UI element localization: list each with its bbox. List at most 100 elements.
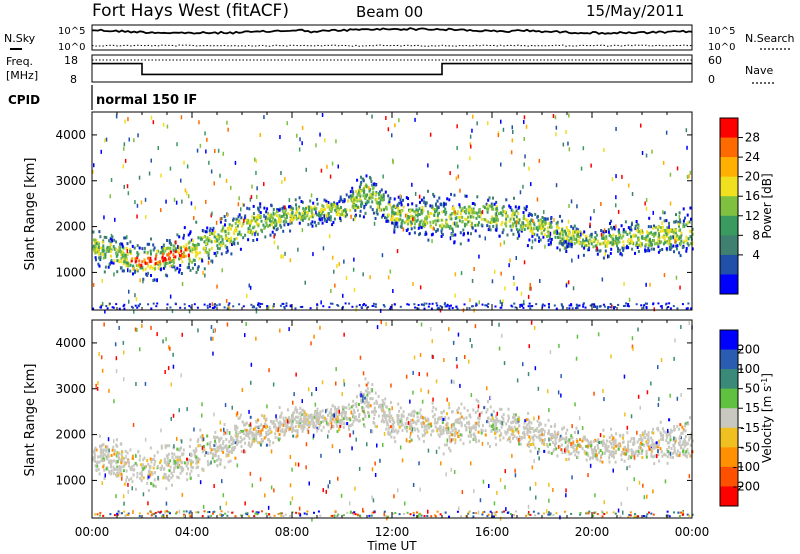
echo-cell bbox=[668, 445, 670, 449]
echo-cell bbox=[362, 272, 364, 277]
echo-cell bbox=[340, 422, 343, 426]
echo-cell bbox=[166, 444, 169, 448]
echo-cell bbox=[435, 302, 438, 305]
echo-cell bbox=[310, 193, 313, 198]
echo-cell bbox=[176, 266, 179, 270]
echo-cell bbox=[104, 265, 107, 269]
echo-cell bbox=[222, 440, 225, 443]
echo-cell bbox=[450, 217, 453, 221]
echo-cell bbox=[597, 239, 599, 243]
echo-cell bbox=[610, 427, 613, 431]
echo-cell bbox=[613, 227, 616, 231]
echo-cell bbox=[97, 243, 100, 246]
colorbar-segment bbox=[720, 274, 738, 295]
echo-cell bbox=[399, 198, 402, 202]
echo-cell bbox=[533, 223, 536, 227]
echo-cell bbox=[397, 429, 400, 433]
echo-cell bbox=[296, 431, 299, 435]
echo-cell bbox=[672, 235, 674, 240]
echo-cell bbox=[669, 235, 672, 239]
echo-cell bbox=[230, 442, 233, 446]
echo-cell bbox=[265, 443, 268, 447]
echo-cell bbox=[189, 249, 192, 253]
echo-cell bbox=[629, 439, 632, 443]
echo-cell bbox=[389, 425, 392, 429]
echo-cell bbox=[367, 404, 370, 408]
echo-cell bbox=[220, 436, 223, 440]
echo-cell bbox=[126, 235, 128, 240]
echo-cell bbox=[424, 204, 427, 208]
echo-cell bbox=[252, 435, 255, 439]
echo-cell bbox=[395, 212, 398, 216]
echo-cell bbox=[419, 408, 422, 412]
echo-cell bbox=[249, 228, 252, 232]
echo-cell bbox=[259, 133, 261, 137]
echo-cell bbox=[422, 421, 425, 425]
echo-cell bbox=[299, 422, 302, 426]
freq-label: Freq. bbox=[6, 55, 33, 68]
echo-cell bbox=[336, 424, 339, 428]
echo-cell bbox=[628, 242, 631, 245]
echo-cell bbox=[502, 228, 505, 232]
echo-cell bbox=[134, 487, 137, 491]
echo-cell bbox=[498, 434, 501, 438]
y-tick-label: 2000 bbox=[55, 220, 86, 234]
echo-cell bbox=[345, 210, 347, 214]
echo-cell bbox=[565, 130, 567, 134]
echo-cell bbox=[319, 214, 322, 217]
echo-cell bbox=[578, 241, 581, 245]
echo-cell bbox=[360, 175, 362, 179]
echo-cell bbox=[532, 218, 534, 223]
echo-cell bbox=[477, 221, 480, 225]
echo-cell bbox=[519, 442, 522, 446]
echo-cell bbox=[410, 214, 413, 218]
echo-cell bbox=[358, 199, 361, 203]
echo-cell bbox=[631, 221, 633, 225]
echo-cell bbox=[653, 224, 655, 228]
echo-cell bbox=[657, 428, 660, 432]
echo-cell bbox=[244, 233, 247, 237]
echo-cell bbox=[611, 177, 614, 182]
echo-cell bbox=[215, 254, 218, 258]
echo-cell bbox=[320, 210, 322, 214]
echo-cell bbox=[196, 306, 199, 309]
echo-cell bbox=[397, 418, 400, 422]
echo-cell bbox=[93, 248, 96, 252]
echo-cell bbox=[232, 305, 235, 308]
echo-cell bbox=[664, 230, 667, 234]
echo-cell bbox=[112, 459, 115, 463]
echo-cell bbox=[234, 160, 237, 165]
echo-cell bbox=[490, 205, 493, 209]
echo-cell bbox=[103, 215, 105, 220]
echo-cell bbox=[406, 217, 409, 221]
echo-cell bbox=[169, 246, 172, 250]
echo-cell bbox=[641, 235, 643, 240]
echo-cell bbox=[568, 239, 570, 243]
echo-cell bbox=[398, 418, 401, 422]
echo-cell bbox=[295, 435, 298, 439]
echo-cell bbox=[110, 258, 113, 262]
echo-cell bbox=[400, 201, 403, 205]
echo-cell bbox=[258, 209, 261, 213]
echo-cell bbox=[278, 214, 281, 218]
echo-cell bbox=[291, 417, 294, 421]
echo-cell bbox=[457, 435, 460, 438]
echo-cell bbox=[319, 218, 322, 222]
echo-cell bbox=[684, 422, 687, 426]
echo-cell bbox=[531, 234, 534, 238]
echo-cell bbox=[197, 460, 200, 464]
echo-cell bbox=[431, 232, 434, 236]
echo-cell bbox=[470, 144, 472, 149]
echo-cell bbox=[275, 418, 278, 422]
echo-cell bbox=[316, 213, 319, 217]
echo-cell bbox=[226, 212, 229, 217]
echo-cell bbox=[206, 434, 209, 438]
echo-cell bbox=[553, 443, 556, 447]
echo-cell bbox=[296, 210, 299, 214]
echo-cell bbox=[177, 461, 179, 465]
echo-cell bbox=[141, 466, 144, 470]
echo-cell bbox=[664, 453, 667, 457]
echo-cell bbox=[163, 247, 166, 250]
echo-cell bbox=[657, 245, 660, 249]
echo-cell bbox=[603, 148, 605, 152]
